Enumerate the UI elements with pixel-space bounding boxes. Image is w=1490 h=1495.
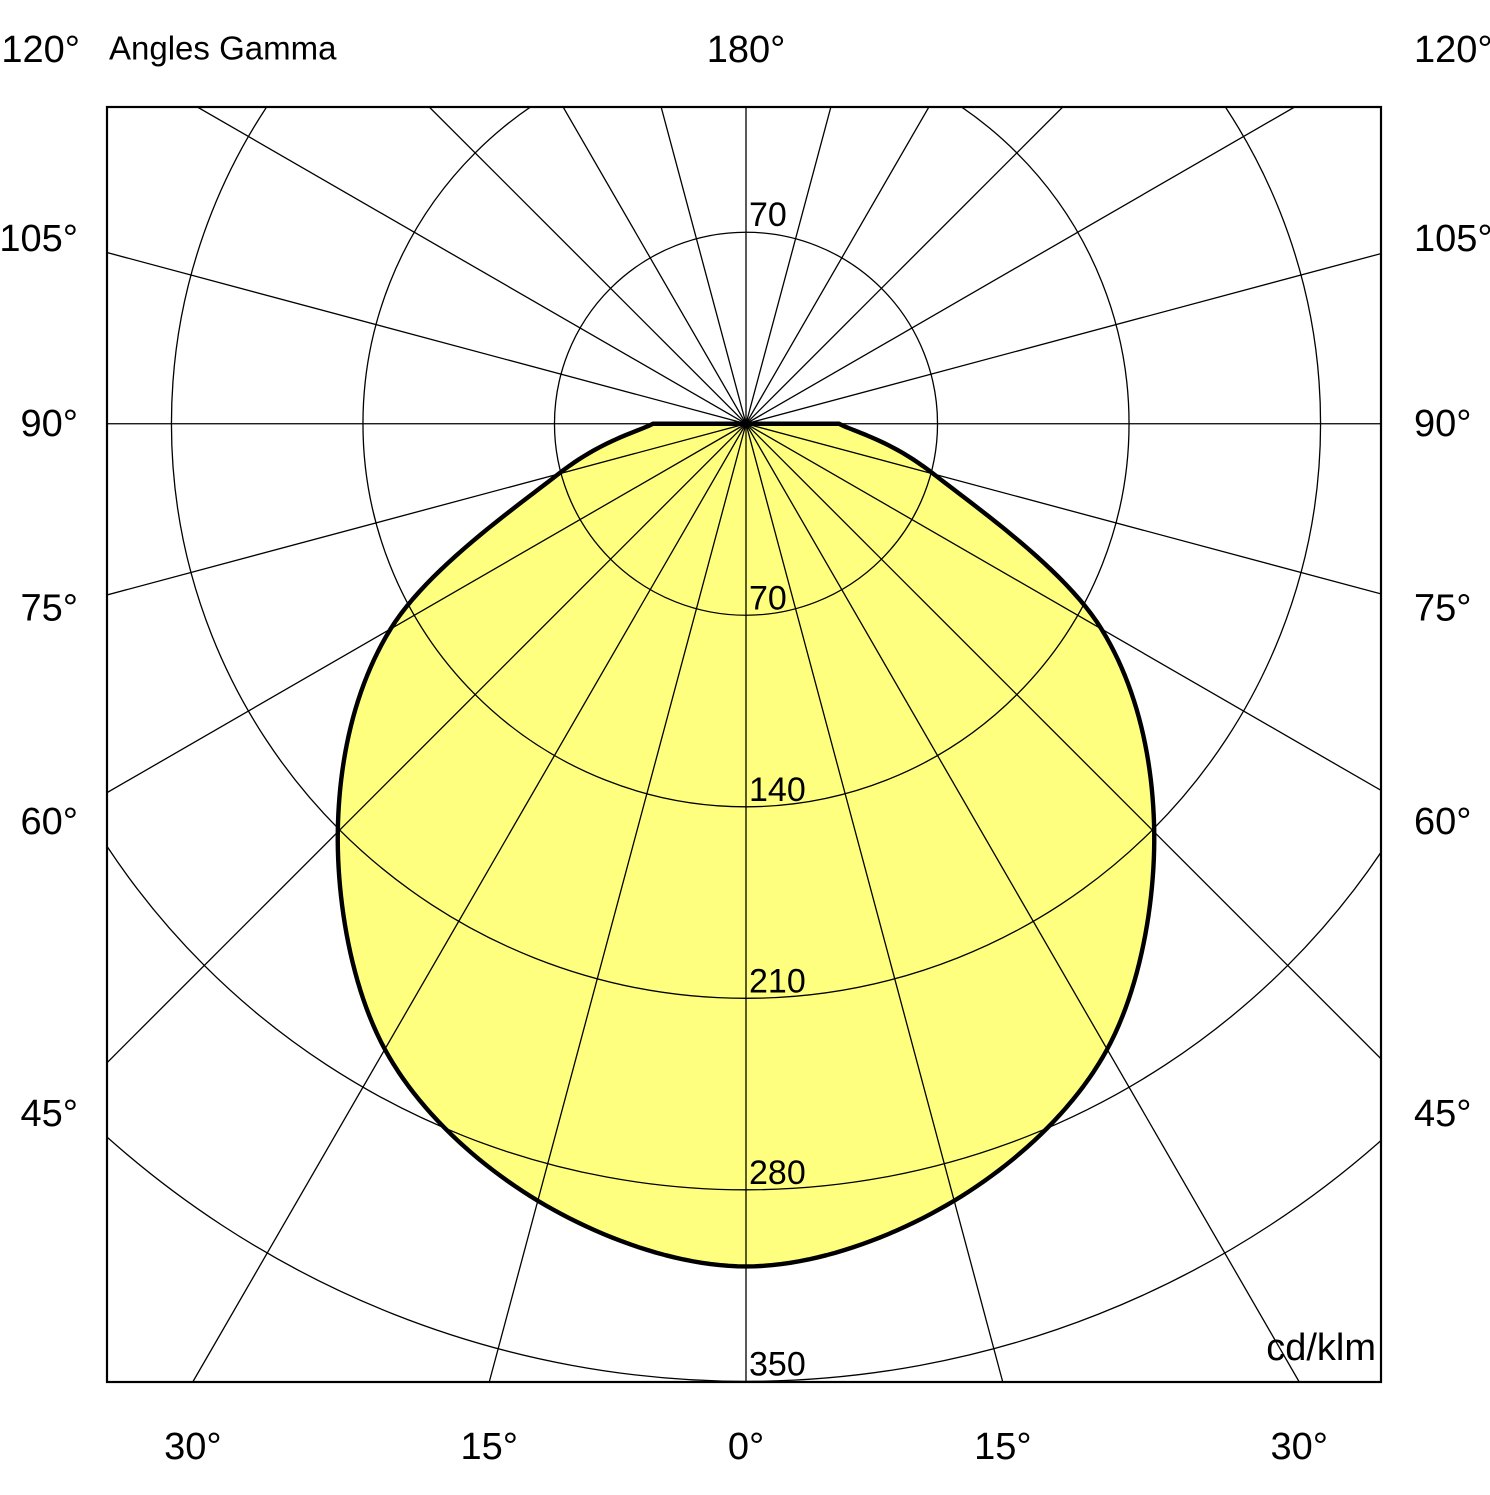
svg-text:90°: 90° — [1414, 403, 1471, 445]
svg-text:105°: 105° — [1414, 218, 1490, 260]
svg-text:180°: 180° — [707, 29, 786, 71]
svg-text:cd/klm: cd/klm — [1266, 1327, 1376, 1369]
svg-text:Angles Gamma: Angles Gamma — [109, 30, 337, 67]
svg-text:120°: 120° — [1, 29, 80, 71]
svg-text:30°: 30° — [164, 1426, 221, 1468]
svg-text:75°: 75° — [1414, 588, 1471, 630]
svg-text:280: 280 — [749, 1154, 806, 1192]
svg-text:15°: 15° — [460, 1426, 517, 1468]
svg-text:75°: 75° — [21, 588, 78, 630]
svg-text:45°: 45° — [1414, 1093, 1471, 1135]
svg-text:70: 70 — [749, 196, 787, 234]
svg-text:210: 210 — [749, 962, 806, 1000]
svg-text:60°: 60° — [21, 801, 78, 843]
svg-text:0°: 0° — [728, 1426, 764, 1468]
svg-text:90°: 90° — [21, 403, 78, 445]
svg-text:45°: 45° — [21, 1093, 78, 1135]
svg-text:60°: 60° — [1414, 801, 1471, 843]
svg-text:105°: 105° — [0, 218, 78, 260]
svg-text:30°: 30° — [1270, 1426, 1327, 1468]
svg-text:70: 70 — [749, 579, 787, 617]
svg-text:15°: 15° — [974, 1426, 1031, 1468]
svg-text:120°: 120° — [1414, 29, 1490, 71]
svg-text:140: 140 — [749, 771, 806, 809]
svg-text:350: 350 — [749, 1345, 806, 1383]
